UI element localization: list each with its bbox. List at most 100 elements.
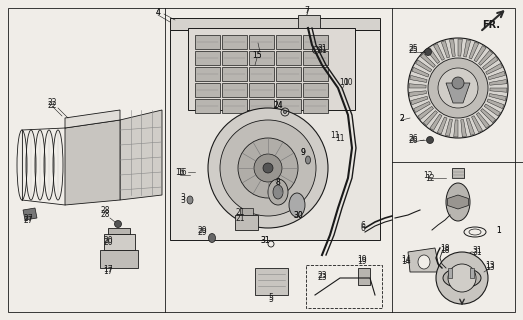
Text: 16: 16 [175,167,185,177]
Text: 27: 27 [23,215,33,225]
Text: 19: 19 [357,255,367,265]
Text: 17: 17 [103,268,113,276]
Text: 12: 12 [423,171,433,180]
Polygon shape [467,118,475,135]
Polygon shape [240,208,253,215]
Polygon shape [449,39,455,57]
Polygon shape [120,110,162,200]
Polygon shape [222,83,247,97]
Polygon shape [276,67,301,81]
Text: 21: 21 [235,213,245,222]
Text: 21: 21 [235,207,245,217]
Text: FR.: FR. [482,20,500,30]
Text: 15: 15 [252,51,262,60]
Polygon shape [411,96,428,105]
Polygon shape [358,268,370,285]
Text: 18: 18 [440,245,450,254]
Polygon shape [472,116,483,132]
Ellipse shape [273,185,283,199]
Text: 11: 11 [335,133,345,142]
Polygon shape [276,99,301,113]
Polygon shape [195,51,220,65]
Circle shape [452,77,464,89]
Polygon shape [469,42,479,59]
Polygon shape [222,67,247,81]
Circle shape [208,108,328,228]
Text: 31: 31 [260,236,270,244]
Polygon shape [484,104,501,116]
Circle shape [263,163,273,173]
Polygon shape [195,67,220,81]
Circle shape [428,58,488,118]
Polygon shape [170,30,380,240]
Polygon shape [276,35,301,49]
Polygon shape [426,48,440,63]
Circle shape [436,252,488,304]
Text: 28: 28 [100,205,110,214]
Text: 29: 29 [197,228,207,236]
Text: 4: 4 [155,7,161,17]
Ellipse shape [268,179,288,205]
Circle shape [408,38,508,138]
Polygon shape [489,93,506,101]
Polygon shape [454,120,458,137]
Text: 8: 8 [276,178,280,187]
Polygon shape [418,106,434,119]
Text: 10: 10 [339,77,349,86]
Ellipse shape [471,254,473,256]
Text: 26: 26 [408,135,418,145]
Text: 12: 12 [425,173,435,182]
Polygon shape [65,120,120,205]
Polygon shape [249,51,274,65]
Ellipse shape [289,193,305,217]
Circle shape [238,138,298,198]
Text: 19: 19 [357,258,367,267]
Polygon shape [249,99,274,113]
Text: 14: 14 [401,258,411,267]
Polygon shape [195,83,220,97]
Polygon shape [249,67,274,81]
Polygon shape [108,228,130,234]
Polygon shape [486,63,503,75]
Polygon shape [441,41,450,58]
Polygon shape [488,71,505,80]
Text: 23: 23 [317,270,327,279]
Text: 23: 23 [317,274,327,283]
Polygon shape [23,208,37,220]
Polygon shape [414,101,430,113]
Ellipse shape [283,110,287,114]
Text: 11: 11 [330,131,340,140]
Polygon shape [104,234,135,250]
Polygon shape [416,60,432,72]
Polygon shape [446,83,470,103]
Text: 18: 18 [440,244,450,252]
Polygon shape [412,67,429,77]
Polygon shape [303,51,328,65]
Polygon shape [481,108,495,123]
Polygon shape [487,99,504,109]
Text: 20: 20 [103,237,113,246]
Polygon shape [65,110,120,128]
Polygon shape [303,35,328,49]
Text: 31: 31 [472,245,482,254]
Text: 7: 7 [304,7,310,17]
Text: 7: 7 [304,5,310,14]
Polygon shape [276,83,301,97]
Text: 3: 3 [180,196,186,204]
Polygon shape [170,18,380,30]
Polygon shape [490,88,507,92]
Polygon shape [461,119,467,137]
Polygon shape [448,268,452,278]
Polygon shape [470,268,474,278]
Text: 24: 24 [273,100,283,109]
Polygon shape [100,250,138,268]
Text: 1: 1 [497,226,502,235]
Circle shape [254,154,282,182]
Polygon shape [474,45,486,62]
Ellipse shape [187,196,193,204]
Polygon shape [195,35,220,49]
Text: 9: 9 [301,148,305,156]
Polygon shape [483,57,498,70]
Text: 14: 14 [401,255,411,265]
Text: 16: 16 [177,167,187,177]
